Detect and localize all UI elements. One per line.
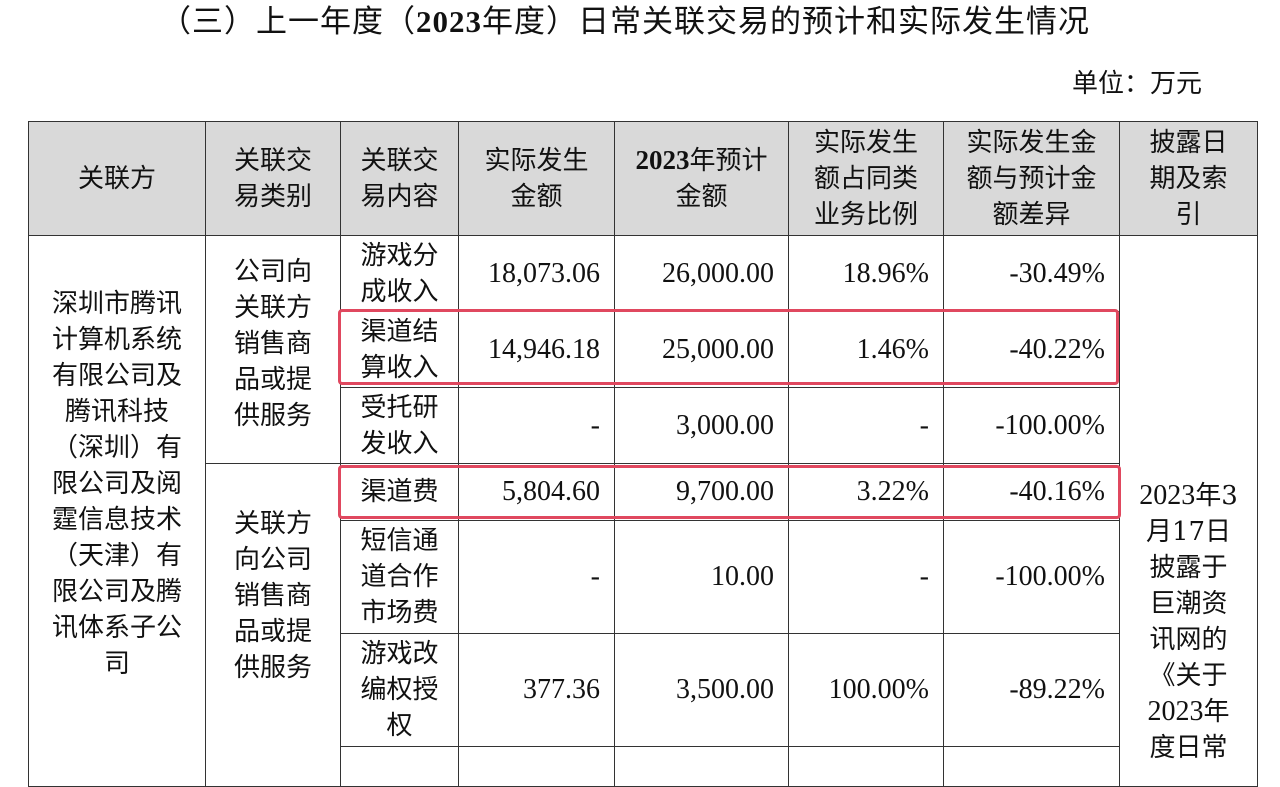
actual-cell — [458, 746, 615, 787]
content-cell: 受托研发收入 — [340, 387, 459, 464]
actual-cell: 14,946.18 — [458, 311, 615, 388]
ratio-cell — [788, 746, 944, 787]
header-actual: 实际发生金额 — [458, 121, 615, 236]
diff-cell: -89.22% — [943, 633, 1120, 747]
forecast-cell: 10.00 — [614, 520, 789, 634]
ratio-cell: 1.46% — [788, 311, 944, 388]
ratio-cell: 3.22% — [788, 463, 944, 521]
title-year: 2023 — [416, 4, 482, 39]
title-prefix: （三）上一年度（ — [160, 4, 416, 40]
unit-label: 单位：万元 — [1072, 69, 1203, 99]
table-row: 关联方向公司销售商品或提供服务 渠道费 5,804.60 9,700.00 3.… — [29, 463, 1258, 787]
forecast-cell — [614, 746, 789, 787]
diff-cell: -100.00% — [943, 520, 1120, 634]
table-row: 游戏改编权授权 377.36 3,500.00 100.00% -89.22% — [29, 633, 1258, 747]
diff-cell: -40.22% — [943, 311, 1120, 388]
forecast-cell: 26,000.00 — [614, 235, 789, 312]
actual-cell: - — [458, 387, 615, 464]
header-type: 关联交易类别 — [205, 121, 341, 236]
party-cell: 深圳市腾讯计算机系统有限公司及腾讯科技（深圳）有限公司及阅霆信息技术（天津）有限… — [28, 235, 206, 787]
content-cell: 渠道费 — [340, 463, 459, 521]
content-cell: 短信通道合作市场费 — [340, 520, 459, 634]
type-cell-sales: 公司向关联方销售商品或提供服务 — [205, 235, 341, 464]
section-title: （三）上一年度（2023年度）日常关联交易的预计和实际发生情况 — [0, 2, 1250, 42]
table-row: 深圳市腾讯计算机系统有限公司及腾讯科技（深圳）有限公司及阅霆信息技术（天津）有限… — [28, 235, 1258, 787]
diff-cell — [943, 746, 1120, 787]
ratio-cell: - — [788, 520, 944, 634]
disclosure-cell: 2023年3月17日披露于巨潮资讯网的《关于2023年度日常 — [1119, 235, 1258, 787]
header-content: 关联交易内容 — [340, 121, 459, 236]
title-suffix: 年度）日常关联交易的预计和实际发生情况 — [482, 4, 1090, 40]
forecast-cell: 25,000.00 — [614, 311, 789, 388]
header-party: 关联方 — [28, 121, 206, 236]
type-cell-purchase: 关联方向公司销售商品或提供服务 — [205, 463, 341, 787]
forecast-cell: 9,700.00 — [614, 463, 789, 521]
header-disclosure: 披露日期及索引 — [1119, 121, 1258, 236]
content-cell: 游戏改编权授权 — [340, 633, 459, 747]
diff-cell: -40.16% — [943, 463, 1120, 521]
related-transactions-table: 关联方 关联交易类别 关联交易内容 实际发生金额 2023年预计金额 实际发生额… — [28, 121, 1258, 787]
content-cell — [340, 746, 459, 787]
ratio-cell: - — [788, 387, 944, 464]
content-cell: 渠道结算收入 — [340, 311, 459, 388]
table-row: 渠道结算收入 14,946.18 25,000.00 1.46% -40.22% — [29, 311, 1258, 388]
header-forecast: 2023年预计金额 — [614, 121, 789, 236]
ratio-cell: 100.00% — [788, 633, 944, 747]
header-diff: 实际发生金额与预计金额差异 — [943, 121, 1120, 236]
header-row: 关联方 关联交易类别 关联交易内容 实际发生金额 2023年预计金额 实际发生额… — [28, 121, 1258, 236]
forecast-cell: 3,500.00 — [614, 633, 789, 747]
ratio-cell: 18.96% — [788, 235, 944, 312]
header-ratio: 实际发生额占同类业务比例 — [788, 121, 944, 236]
table-row: 受托研发收入 - 3,000.00 - -100.00% — [29, 387, 1258, 464]
diff-cell: -30.49% — [943, 235, 1120, 312]
actual-cell: 5,804.60 — [458, 463, 615, 521]
table-row: 短信通道合作市场费 - 10.00 - -100.00% — [29, 520, 1258, 634]
actual-cell: - — [458, 520, 615, 634]
content-cell: 游戏分成收入 — [340, 235, 459, 312]
actual-cell: 377.36 — [458, 633, 615, 747]
actual-cell: 18,073.06 — [458, 235, 615, 312]
forecast-cell: 3,000.00 — [614, 387, 789, 464]
diff-cell: -100.00% — [943, 387, 1120, 464]
